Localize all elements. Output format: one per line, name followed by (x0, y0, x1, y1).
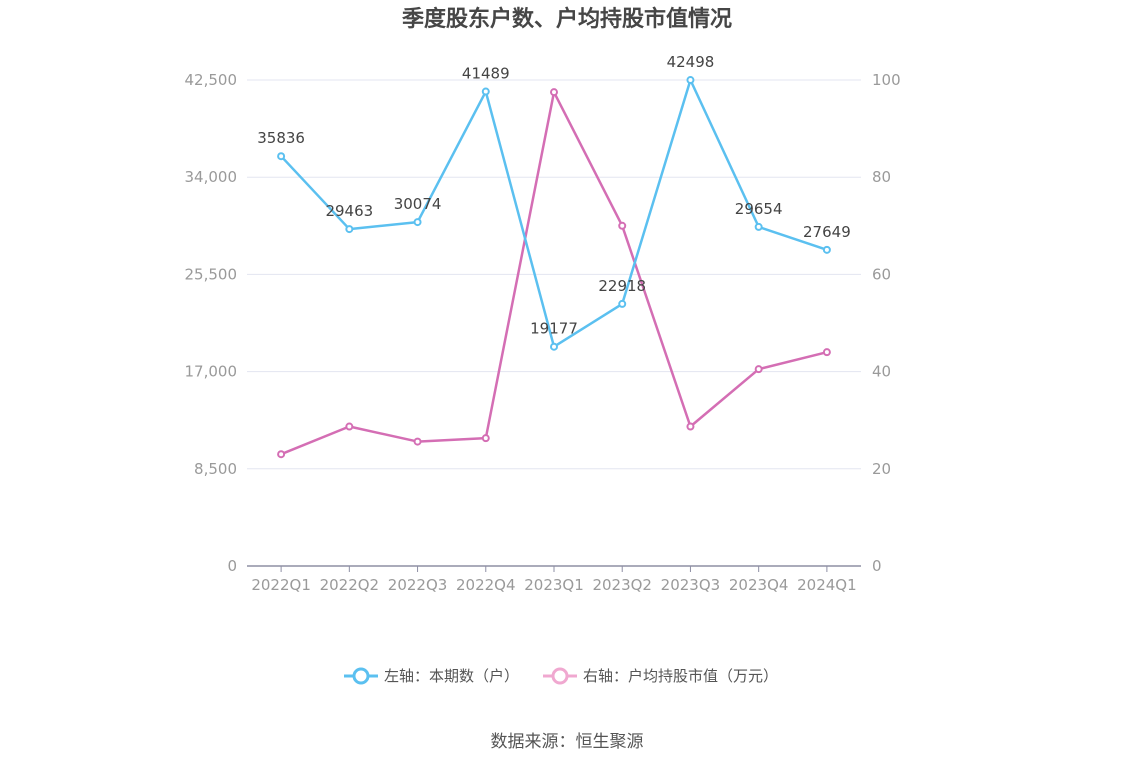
data-point (754, 365, 763, 374)
series-line-right (280, 90, 828, 456)
data-point (686, 422, 695, 431)
x-tick-label: 2022Q4 (456, 576, 516, 594)
legend[interactable]: 左轴：本期数（户） 右轴：户均持股市值（万元） (344, 667, 778, 685)
series-group (277, 76, 831, 459)
x-tick-label: 2022Q1 (251, 576, 311, 594)
legend-item-right[interactable]: 右轴：户均持股市值（万元） (543, 667, 778, 685)
x-tick-label: 2023Q3 (661, 576, 721, 594)
data-label: 29654 (735, 200, 783, 218)
legend-right-label: 右轴：户均持股市值（万元） (583, 667, 778, 685)
data-point (345, 422, 354, 431)
left-tick-label: 34,000 (185, 168, 238, 186)
data-point (481, 87, 490, 96)
right-axis: 0 20 40 60 80 100 (872, 71, 901, 575)
right-tick-label: 0 (872, 557, 882, 575)
right-tick-label: 40 (872, 363, 891, 381)
data-point (618, 221, 627, 230)
legend-item-left[interactable]: 左轴：本期数（户） (344, 667, 519, 685)
data-point (277, 450, 286, 459)
data-label: 35836 (257, 129, 305, 147)
x-tick-label: 2024Q1 (797, 576, 857, 594)
data-point (550, 342, 558, 351)
data-label: 27649 (803, 223, 851, 241)
chart-title: 季度股东户数、户均持股市值情况 (402, 6, 732, 32)
legend-left-label: 左轴：本期数（户） (384, 667, 519, 685)
data-point (822, 348, 831, 357)
data-point (550, 88, 558, 97)
source-note: 数据来源：恒生聚源 (491, 732, 644, 752)
data-label: 19177 (530, 320, 578, 338)
right-tick-label: 80 (872, 168, 891, 186)
left-axis: 0 8,500 17,000 25,500 34,000 42,500 (185, 71, 238, 575)
data-point (413, 218, 422, 227)
right-tick-label: 20 (872, 460, 891, 478)
left-tick-label: 8,500 (194, 460, 237, 478)
x-tick-label: 2022Q3 (388, 576, 448, 594)
x-tick-label: 2022Q2 (320, 576, 380, 594)
data-point (618, 299, 627, 308)
left-tick-label: 25,500 (185, 265, 238, 283)
left-tick-label: 0 (227, 557, 237, 575)
data-label: 42498 (667, 53, 715, 71)
data-labels: 35836 29463 30074 41489 19177 22918 42498 29654… (257, 53, 850, 338)
data-point (277, 152, 286, 161)
right-tick-label: 60 (872, 265, 891, 283)
data-label: 41489 (462, 65, 510, 83)
data-label: 30074 (394, 195, 442, 213)
data-label: 29463 (325, 202, 373, 220)
data-point (686, 76, 695, 85)
legend-right-marker (551, 667, 569, 685)
data-label: 22918 (598, 277, 646, 295)
right-tick-label: 100 (872, 71, 901, 89)
data-point (754, 222, 763, 231)
x-tick-label: 2023Q4 (729, 576, 789, 594)
data-point (345, 225, 354, 234)
x-tick-label: 2023Q1 (524, 576, 584, 594)
x-tick-label: 2023Q2 (592, 576, 652, 594)
x-axis: 2022Q1 2022Q2 2022Q3 2022Q4 2023Q1 2023Q2 2023… (247, 565, 861, 594)
left-tick-label: 42,500 (185, 71, 238, 89)
data-point (822, 245, 831, 254)
data-point (481, 434, 490, 443)
data-point (413, 437, 422, 446)
left-tick-label: 17,000 (185, 363, 238, 381)
grid-lines (247, 79, 861, 470)
legend-left-marker (352, 667, 370, 685)
